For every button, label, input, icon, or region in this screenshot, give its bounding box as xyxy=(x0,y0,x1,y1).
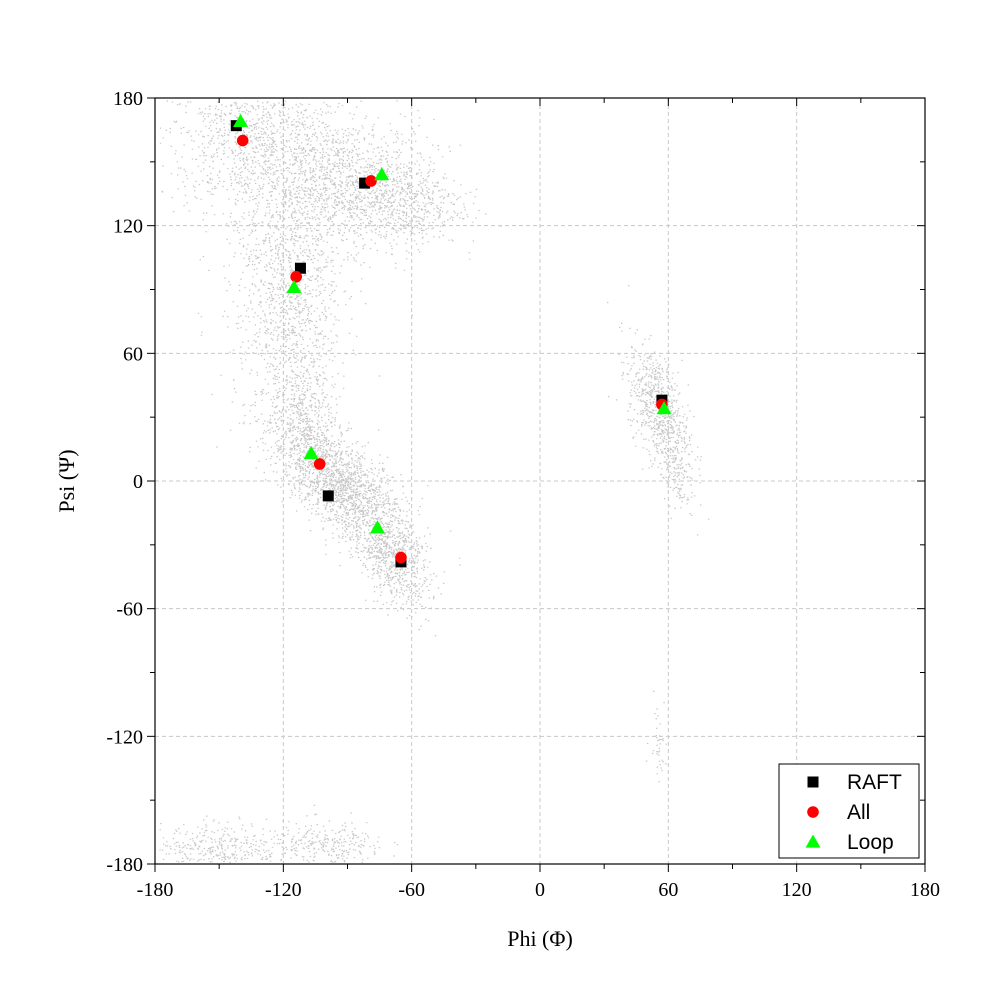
axis-tick-labels: -180 -120 -60 0 60 120 180 180 120 60 0 -60 -120 -180 xyxy=(106,88,940,901)
x-tick-label: -60 xyxy=(398,879,425,901)
y-tick-label: -180 xyxy=(106,854,143,876)
x-tick-label: 180 xyxy=(910,879,940,901)
point-loop xyxy=(374,167,390,181)
x-tick-label: -180 xyxy=(137,879,174,901)
point-raft xyxy=(294,262,306,274)
data-markers xyxy=(230,113,672,568)
x-tick-label: 0 xyxy=(535,879,545,901)
legend-marker-all xyxy=(807,806,819,818)
x-axis-title: Phi (Φ) xyxy=(507,926,573,951)
series-loop xyxy=(233,113,672,534)
point-raft xyxy=(322,490,334,502)
legend-label-loop: Loop xyxy=(847,831,894,854)
legend: RAFT All Loop xyxy=(778,763,920,859)
x-tick-label: 60 xyxy=(658,879,678,901)
point-loop xyxy=(656,401,672,415)
y-tick-label: -120 xyxy=(106,726,143,748)
legend-label-all: All xyxy=(847,801,870,824)
x-tick-label: -120 xyxy=(265,879,302,901)
legend-box xyxy=(778,763,920,859)
y-tick-label: -60 xyxy=(116,599,143,621)
grid-lines xyxy=(155,98,925,864)
axis-ticks xyxy=(147,97,926,872)
point-loop xyxy=(286,279,302,293)
y-tick-label: 120 xyxy=(113,216,143,238)
y-tick-label: 60 xyxy=(123,343,143,365)
point-all xyxy=(395,551,407,564)
x-tick-label: 120 xyxy=(782,879,812,901)
point-raft xyxy=(359,177,371,189)
legend-marker-loop xyxy=(805,834,821,848)
point-loop xyxy=(369,520,385,534)
point-loop xyxy=(303,445,319,459)
point-loop xyxy=(233,113,249,128)
y-axis-title: Psi (Ψ) xyxy=(54,449,79,512)
legend-label-raft: RAFT xyxy=(847,771,902,794)
point-all xyxy=(365,175,377,187)
legend-marker-raft xyxy=(807,776,819,788)
y-tick-label: 0 xyxy=(133,471,143,493)
point-all xyxy=(290,270,302,283)
y-tick-label: 180 xyxy=(113,88,143,110)
point-all xyxy=(236,134,249,147)
point-all xyxy=(313,458,326,470)
